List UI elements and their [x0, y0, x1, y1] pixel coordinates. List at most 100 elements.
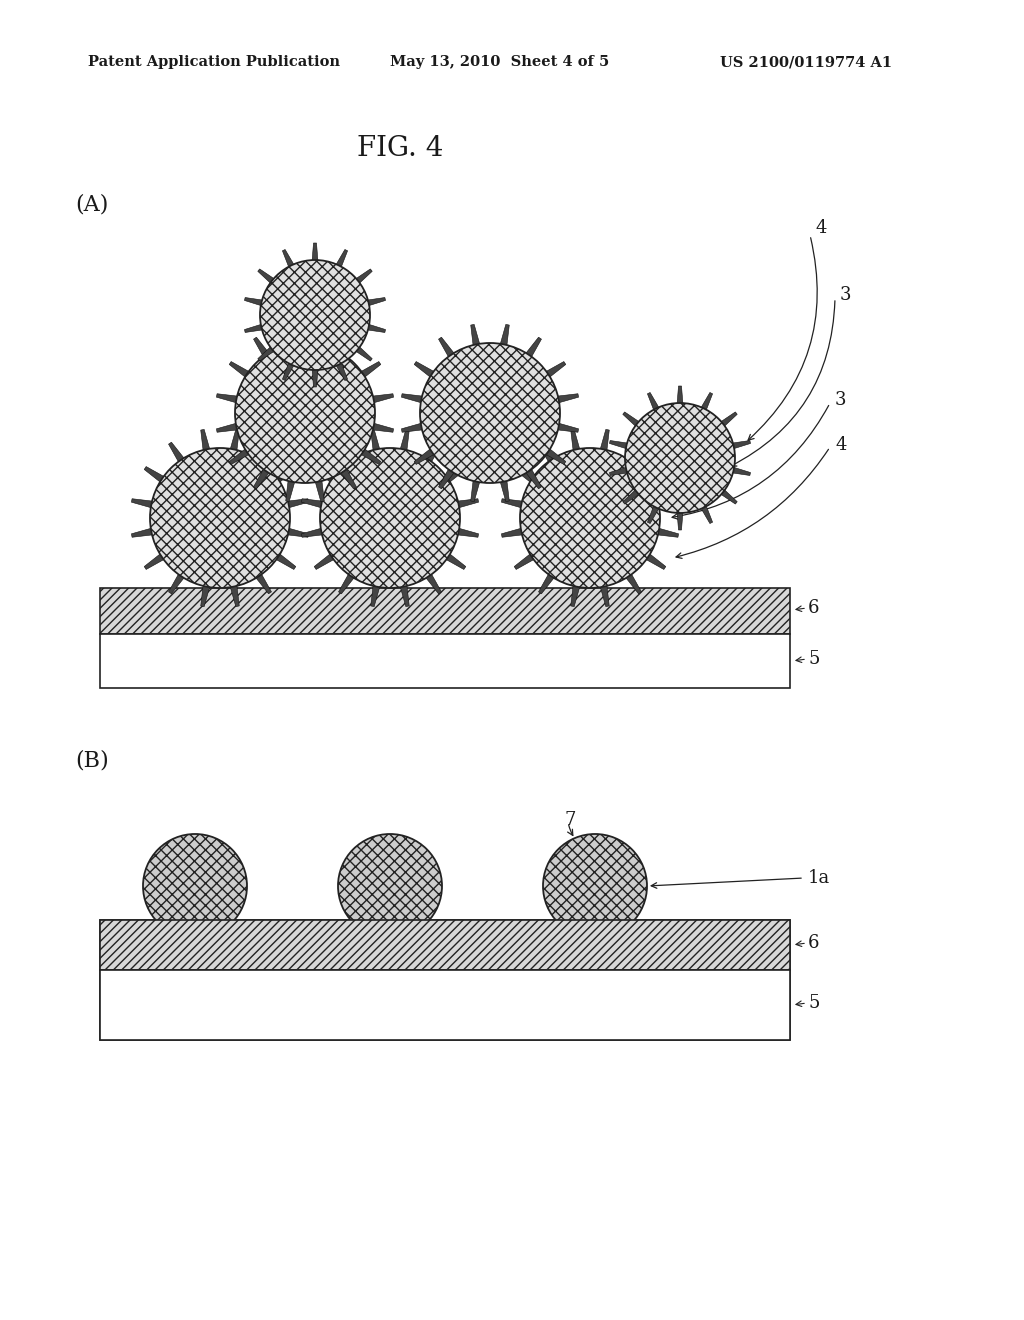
Polygon shape [625, 573, 641, 594]
Polygon shape [366, 323, 385, 333]
Polygon shape [609, 467, 629, 475]
Text: US 2100/0119774 A1: US 2100/0119774 A1 [720, 55, 892, 69]
Polygon shape [399, 429, 410, 451]
Polygon shape [677, 511, 683, 531]
Polygon shape [609, 441, 629, 449]
Text: 5: 5 [808, 649, 819, 668]
Polygon shape [570, 583, 581, 607]
Polygon shape [286, 479, 295, 502]
Polygon shape [314, 325, 325, 347]
Text: 5: 5 [808, 994, 819, 1012]
Polygon shape [600, 429, 609, 451]
Polygon shape [286, 499, 308, 508]
Polygon shape [339, 442, 355, 463]
Polygon shape [254, 337, 270, 359]
Polygon shape [169, 442, 185, 463]
Circle shape [260, 260, 370, 370]
Polygon shape [502, 499, 524, 508]
Polygon shape [444, 466, 466, 483]
Text: May 13, 2010  Sheet 4 of 5: May 13, 2010 Sheet 4 of 5 [390, 55, 609, 69]
Polygon shape [500, 325, 509, 347]
Polygon shape [283, 249, 295, 268]
Polygon shape [301, 499, 324, 508]
Polygon shape [286, 528, 308, 537]
Polygon shape [525, 337, 542, 359]
Polygon shape [312, 368, 318, 387]
Polygon shape [623, 488, 640, 504]
Polygon shape [314, 553, 336, 569]
Polygon shape [255, 442, 271, 463]
Circle shape [625, 403, 735, 513]
Bar [100, 634, 790, 688]
Polygon shape [600, 583, 609, 607]
Polygon shape [254, 467, 270, 488]
Polygon shape [731, 467, 751, 475]
Polygon shape [425, 573, 441, 594]
Text: 1a: 1a [808, 869, 830, 887]
Circle shape [338, 834, 442, 939]
Polygon shape [720, 412, 737, 428]
Polygon shape [131, 499, 154, 508]
Polygon shape [312, 243, 318, 261]
Polygon shape [471, 479, 480, 502]
Text: (B): (B) [75, 748, 109, 771]
Polygon shape [644, 553, 666, 569]
Polygon shape [545, 447, 566, 465]
Polygon shape [570, 429, 581, 451]
Polygon shape [245, 323, 264, 333]
Polygon shape [414, 362, 435, 378]
Polygon shape [169, 573, 185, 594]
Polygon shape [401, 393, 424, 403]
Polygon shape [456, 528, 478, 537]
Polygon shape [366, 297, 385, 306]
Text: 6: 6 [808, 599, 819, 616]
Polygon shape [539, 442, 555, 463]
Polygon shape [335, 362, 347, 380]
Polygon shape [283, 362, 295, 380]
Polygon shape [444, 553, 466, 569]
Polygon shape [731, 441, 751, 449]
Polygon shape [371, 422, 393, 432]
Polygon shape [245, 297, 264, 306]
Polygon shape [359, 447, 381, 465]
Polygon shape [502, 528, 524, 537]
Polygon shape [258, 269, 275, 284]
Polygon shape [258, 346, 275, 362]
Polygon shape [414, 447, 435, 465]
Circle shape [520, 447, 660, 587]
Text: 4: 4 [835, 436, 847, 454]
Polygon shape [371, 393, 393, 403]
Circle shape [234, 343, 375, 483]
Polygon shape [399, 583, 410, 607]
Polygon shape [201, 583, 210, 607]
Polygon shape [456, 499, 478, 508]
Polygon shape [216, 393, 239, 403]
Polygon shape [340, 337, 356, 359]
Polygon shape [340, 467, 356, 488]
Polygon shape [216, 422, 239, 432]
Polygon shape [471, 325, 480, 347]
Polygon shape [274, 466, 296, 483]
Polygon shape [623, 412, 640, 428]
Polygon shape [644, 466, 666, 483]
Polygon shape [371, 583, 380, 607]
Polygon shape [335, 249, 347, 268]
Text: Patent Application Publication: Patent Application Publication [88, 55, 340, 69]
Text: 3: 3 [840, 286, 852, 304]
Circle shape [543, 834, 647, 939]
Polygon shape [700, 392, 713, 412]
Polygon shape [656, 528, 679, 537]
Text: 3: 3 [835, 391, 847, 409]
Polygon shape [354, 269, 373, 284]
Polygon shape [339, 573, 355, 594]
Polygon shape [438, 337, 455, 359]
Circle shape [143, 834, 247, 939]
Polygon shape [539, 573, 555, 594]
Polygon shape [514, 466, 536, 483]
Text: FIG. 4: FIG. 4 [356, 135, 443, 161]
Polygon shape [438, 467, 455, 488]
Polygon shape [556, 393, 579, 403]
Circle shape [150, 447, 290, 587]
Polygon shape [700, 504, 713, 524]
Polygon shape [144, 553, 166, 569]
